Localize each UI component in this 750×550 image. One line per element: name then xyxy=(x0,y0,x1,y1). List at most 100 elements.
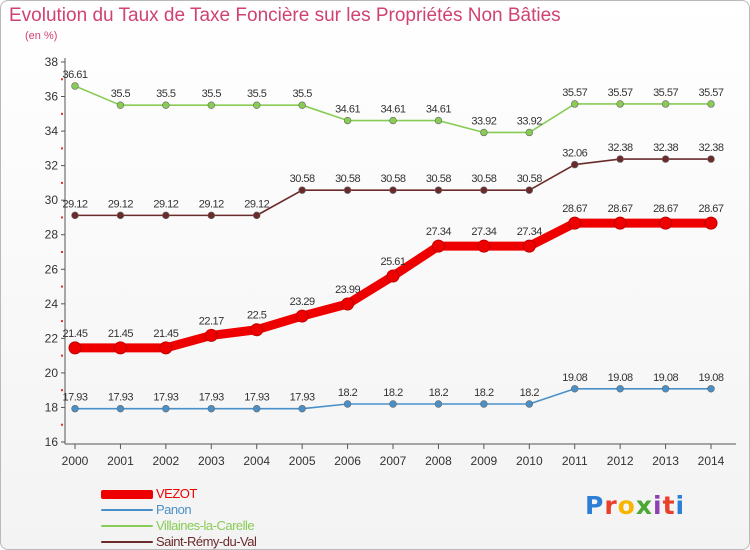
y-axis-unit-label: (en %) xyxy=(25,30,58,42)
data-label-villaines-la-carelle: 35.5 xyxy=(292,88,312,100)
data-point-vezot xyxy=(295,309,309,323)
data-point-villaines-la-carelle xyxy=(71,82,79,90)
data-label-saint-remy-du-val: 32.38 xyxy=(699,142,724,154)
legend-swatch xyxy=(101,525,153,527)
x-tick-label: 2004 xyxy=(243,454,270,468)
x-tick-label: 2002 xyxy=(153,454,180,468)
data-label-saint-remy-du-val: 29.12 xyxy=(199,198,224,210)
legend-label: Villaines-la-Carelle xyxy=(156,518,255,533)
data-point-panon xyxy=(162,404,170,413)
y-tick-label: 22 xyxy=(45,331,59,345)
data-label-villaines-la-carelle: 33.92 xyxy=(471,115,496,127)
logo-letter: o xyxy=(617,491,636,520)
y-minor-tick xyxy=(61,320,63,323)
data-point-vezot xyxy=(704,216,718,230)
y-minor-tick xyxy=(61,112,63,115)
y-minor-tick xyxy=(61,147,63,150)
data-label-saint-remy-du-val: 29.12 xyxy=(153,198,178,210)
y-tick-label: 28 xyxy=(45,228,59,242)
data-point-saint-remy-du-val xyxy=(298,186,306,194)
data-point-villaines-la-carelle xyxy=(434,116,443,125)
data-label-saint-remy-du-val: 30.58 xyxy=(517,173,542,185)
data-point-panon xyxy=(616,385,624,393)
data-point-panon xyxy=(661,385,670,393)
x-tick-label: 2009 xyxy=(471,454,498,468)
data-point-vezot xyxy=(386,269,400,283)
y-tick-label: 20 xyxy=(45,366,59,380)
data-label-villaines-la-carelle: 35.57 xyxy=(653,87,678,99)
x-tick-label: 2000 xyxy=(62,454,89,468)
data-label-panon: 17.93 xyxy=(153,392,178,404)
data-label-panon: 17.93 xyxy=(199,392,224,404)
data-point-panon xyxy=(71,404,79,413)
data-label-panon: 17.93 xyxy=(108,392,133,404)
data-point-saint-remy-du-val xyxy=(207,211,215,220)
data-label-saint-remy-du-val: 30.58 xyxy=(290,173,315,185)
data-label-panon: 18.2 xyxy=(383,387,403,399)
data-label-panon: 19.08 xyxy=(562,372,587,384)
y-tick-label: 32 xyxy=(45,159,59,173)
data-label-panon: 19.08 xyxy=(608,372,633,384)
y-minor-tick xyxy=(61,285,63,288)
data-point-saint-remy-du-val xyxy=(525,186,533,194)
data-point-saint-remy-du-val xyxy=(343,186,352,194)
y-minor-tick xyxy=(61,354,63,357)
data-point-saint-remy-du-val xyxy=(434,186,443,194)
y-minor-tick xyxy=(61,389,63,392)
data-label-panon: 19.08 xyxy=(699,372,724,384)
y-tick-label: 30 xyxy=(45,193,59,207)
data-point-vezot xyxy=(522,239,536,253)
logo-letter: i xyxy=(653,491,663,520)
logo-letter: t xyxy=(662,491,676,520)
data-label-saint-remy-du-val: 32.38 xyxy=(653,142,678,154)
data-point-villaines-la-carelle xyxy=(707,100,715,108)
y-minor-tick xyxy=(61,251,63,253)
x-tick-label: 2012 xyxy=(607,454,634,468)
data-point-panon xyxy=(571,385,579,393)
data-label-vezot: 27.34 xyxy=(426,226,451,238)
data-point-panon xyxy=(434,400,443,408)
x-tick-label: 2013 xyxy=(652,454,679,468)
y-tick-label: 24 xyxy=(45,297,59,311)
data-point-villaines-la-carelle xyxy=(571,100,579,108)
data-label-panon: 18.2 xyxy=(520,387,540,399)
data-label-panon: 19.08 xyxy=(653,372,678,384)
data-label-saint-remy-du-val: 30.58 xyxy=(426,173,451,185)
data-label-vezot: 21.45 xyxy=(108,328,133,340)
y-tick-label: 38 xyxy=(45,55,59,69)
y-tick-label: 16 xyxy=(45,435,59,449)
y-tick-label: 18 xyxy=(45,400,59,414)
data-point-vezot xyxy=(613,216,627,230)
x-tick-label: 2011 xyxy=(562,454,588,468)
data-label-vezot: 21.45 xyxy=(153,328,178,340)
x-tick-label: 2008 xyxy=(425,454,452,468)
data-label-saint-remy-du-val: 29.12 xyxy=(62,198,87,210)
logo-letter: r xyxy=(604,491,618,520)
data-label-saint-remy-du-val: 30.58 xyxy=(471,173,496,185)
x-tick-label: 2006 xyxy=(334,454,361,468)
data-label-vezot: 23.29 xyxy=(290,296,315,308)
data-point-panon xyxy=(298,404,306,413)
data-label-panon: 17.93 xyxy=(244,392,269,404)
data-point-vezot xyxy=(477,239,491,253)
data-point-panon xyxy=(480,400,488,408)
data-point-villaines-la-carelle xyxy=(253,101,261,109)
data-point-saint-remy-du-val xyxy=(616,155,624,163)
data-label-vezot: 22.5 xyxy=(247,310,267,322)
logo-letter: P xyxy=(585,491,605,520)
y-minor-tick xyxy=(61,78,63,81)
data-label-villaines-la-carelle: 34.61 xyxy=(426,104,451,116)
legend-label: Panon xyxy=(156,502,192,517)
data-point-villaines-la-carelle xyxy=(298,101,306,109)
data-point-villaines-la-carelle xyxy=(207,101,215,109)
data-point-panon xyxy=(116,404,125,413)
data-label-panon: 17.93 xyxy=(62,392,87,404)
data-label-vezot: 25.61 xyxy=(380,256,405,268)
x-tick-label: 2014 xyxy=(698,454,725,468)
data-label-panon: 18.2 xyxy=(474,387,494,399)
data-point-vezot xyxy=(159,341,173,355)
data-point-villaines-la-carelle xyxy=(162,101,170,109)
data-label-saint-remy-du-val: 30.58 xyxy=(380,173,405,185)
data-point-vezot xyxy=(431,239,445,253)
data-label-vezot: 23.99 xyxy=(335,284,360,296)
